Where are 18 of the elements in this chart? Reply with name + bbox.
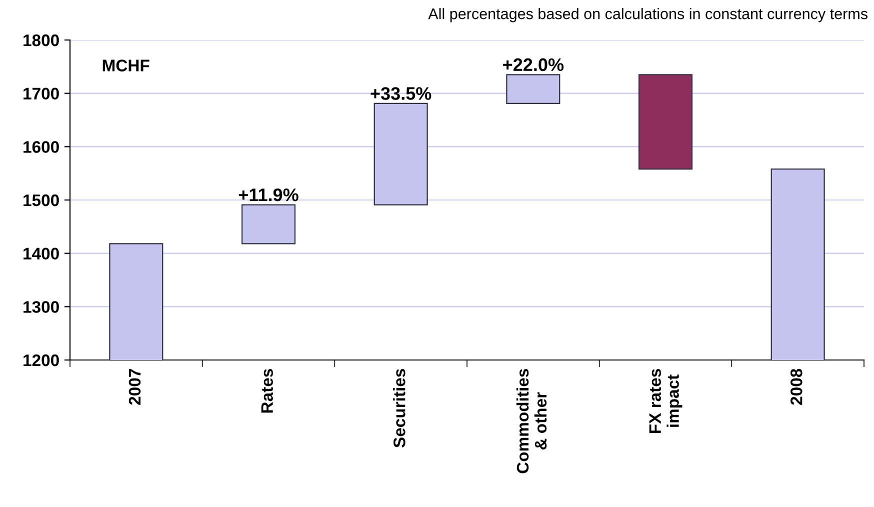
annotation: MCHF xyxy=(102,60,150,72)
text: All percentages based on calculations in constant currency terms xyxy=(428,8,868,22)
x-tick-label: 2008 xyxy=(790,368,802,405)
y-tick-label: 1300 xyxy=(24,301,59,313)
x-tick-label: Commodities & other xyxy=(516,369,547,474)
x-tick-label: 2007 xyxy=(128,369,141,405)
x-tick-label: Securities xyxy=(393,369,406,448)
x-tick-label: Rates xyxy=(261,369,273,413)
y-tick-label: 1800 xyxy=(24,34,59,46)
y-tick-label: 1500 xyxy=(24,194,59,206)
y-tick-label: 1600 xyxy=(24,141,59,153)
y-tick-label: 1400 xyxy=(24,248,59,260)
annotation: +33.5% xyxy=(370,87,432,100)
annotation: +22.0% xyxy=(503,58,564,72)
x-tick-label: FX rates impact xyxy=(649,369,682,433)
y-tick-label: 1200 xyxy=(24,354,59,366)
y-tick-label: 1700 xyxy=(24,88,59,100)
annotation: +11.9% xyxy=(238,188,298,202)
